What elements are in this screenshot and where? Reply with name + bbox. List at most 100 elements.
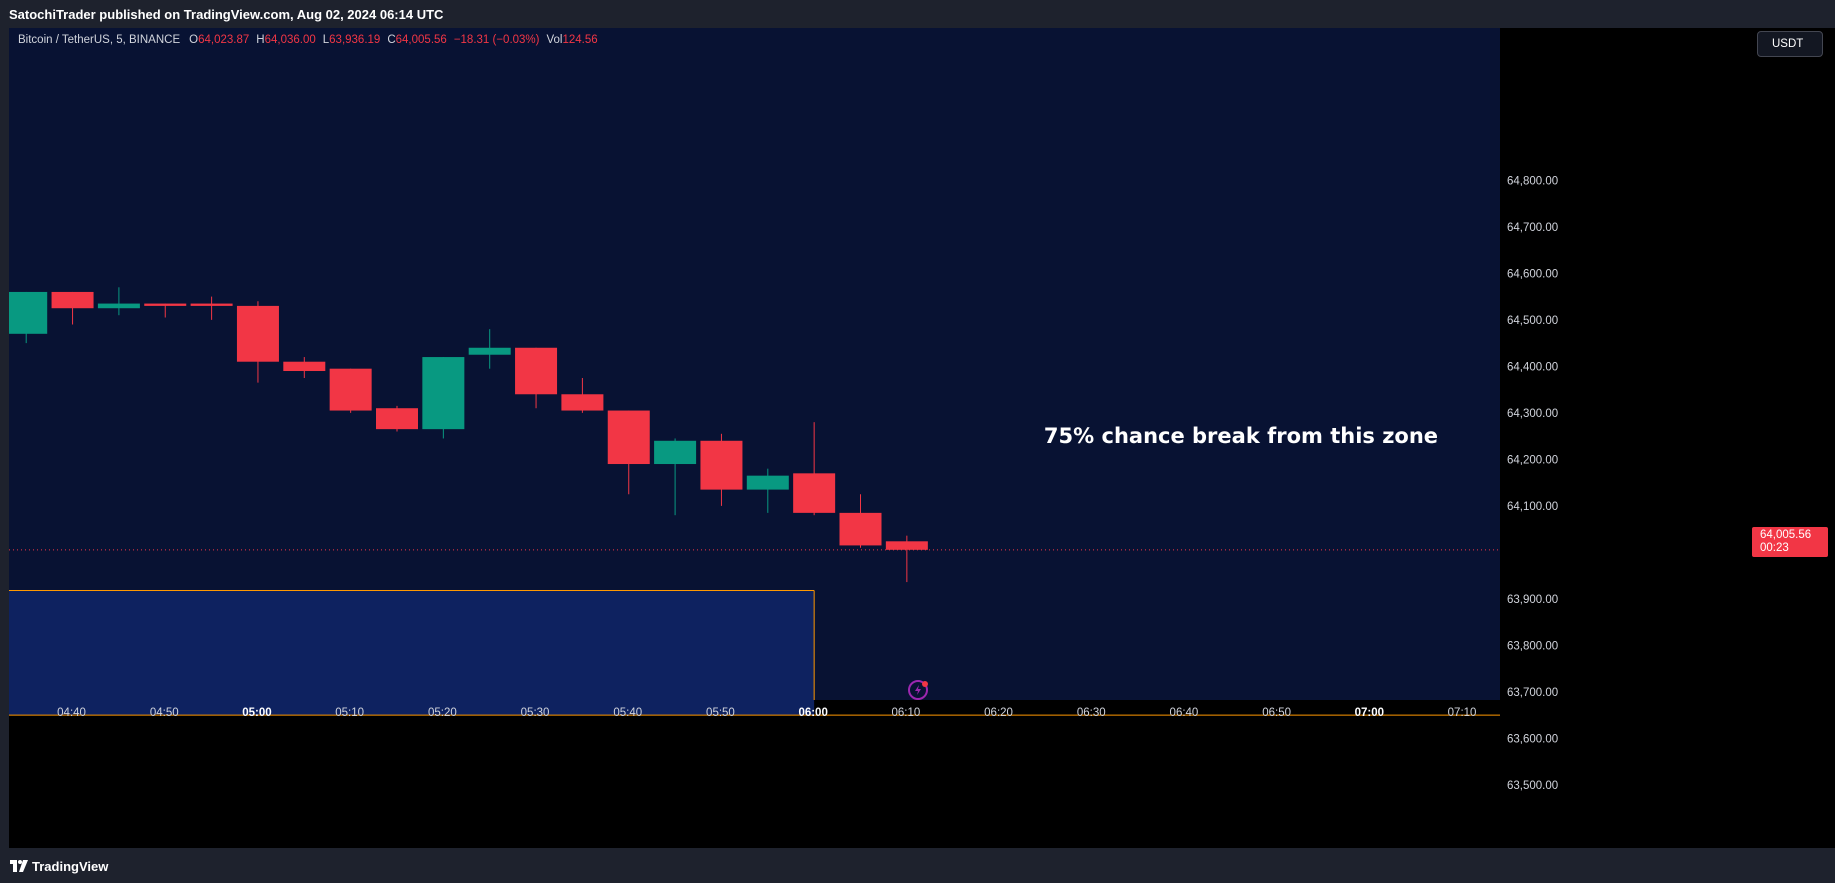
chart-annotation[interactable]: 75% chance break from this zone: [1044, 424, 1438, 448]
candle-body: [422, 357, 465, 430]
x-tick-label: 05:40: [613, 707, 642, 719]
candle: [746, 468, 789, 513]
candle: [607, 410, 650, 495]
candle: [561, 377, 604, 413]
x-tick-label: 06:30: [1077, 707, 1106, 719]
candle-body: [700, 440, 743, 490]
candle-body: [283, 361, 326, 372]
last-price-label: 64,005.56 00:23: [1752, 527, 1828, 557]
candle-body: [515, 347, 558, 395]
x-tick-label: 07:10: [1448, 707, 1477, 719]
open-label: O: [189, 34, 199, 46]
flash-icon[interactable]: [908, 680, 928, 700]
x-tick-label: 06:50: [1262, 707, 1291, 719]
currency-button[interactable]: USDT: [1757, 31, 1823, 57]
price-axis-labels: 64,800.00 64,700.00 64,600.00 64,500.00 64,4…: [1507, 175, 1558, 792]
candle-body: [839, 512, 882, 546]
candle: [654, 438, 697, 516]
y-tick-label: 64,700.00: [1507, 222, 1558, 234]
volume-value: 124.56: [562, 34, 598, 46]
x-tick-label: 06:40: [1170, 707, 1199, 719]
y-tick-label: 64,800.00: [1507, 175, 1558, 187]
y-tick-label: 63,500.00: [1507, 780, 1558, 792]
price-scale-background: [1500, 28, 1835, 848]
chart-pane[interactable]: 64,800.00 64,700.00 64,600.00 64,500.00 64,4…: [9, 28, 1835, 848]
candle-body: [468, 347, 511, 355]
volume-label: Vol: [546, 34, 563, 46]
candle-body: [885, 541, 928, 550]
time-axis-labels: 04:40 04:50 05:00 05:10 05:20 05:30 05:40 05:50…: [57, 707, 1476, 719]
x-tick-label: 04:50: [150, 707, 179, 719]
candle: [515, 347, 558, 409]
candle: [376, 405, 418, 432]
candle: [9, 291, 48, 344]
publisher-line: SatochiTrader published on TradingView.c…: [9, 7, 444, 22]
candle: [422, 357, 465, 439]
high-value: 64,036.00: [264, 34, 316, 46]
candle: [468, 329, 511, 369]
y-tick-label: 64,200.00: [1507, 454, 1558, 466]
candle: [329, 368, 372, 413]
candle-body: [329, 368, 372, 411]
candle: [190, 296, 233, 320]
low-value: 63,936.19: [329, 34, 381, 46]
x-tick-label: 05:10: [335, 707, 364, 719]
candle: [885, 535, 928, 583]
x-tick-label: 05:30: [521, 707, 550, 719]
candlestick-chart[interactable]: 64,800.00 64,700.00 64,600.00 64,500.00 64,4…: [9, 28, 1835, 848]
x-tick-label: 05:20: [428, 707, 457, 719]
y-tick-label: 63,700.00: [1507, 687, 1558, 699]
candle: [97, 287, 140, 316]
support-zone[interactable]: [9, 590, 1500, 716]
zone-fill: [9, 590, 815, 716]
footer-brand[interactable]: TradingView: [32, 859, 109, 874]
y-tick-label: 64,400.00: [1507, 361, 1558, 373]
candle-body: [9, 291, 48, 334]
candles: [9, 287, 928, 583]
candle: [700, 433, 743, 506]
y-tick-label: 64,100.00: [1507, 501, 1558, 513]
candle: [236, 301, 279, 383]
candle: [839, 494, 882, 548]
x-tick-label: 04:40: [57, 707, 86, 719]
x-tick-label: 06:20: [984, 707, 1013, 719]
y-tick-label: 63,900.00: [1507, 594, 1558, 606]
candle-body: [376, 408, 418, 430]
bar-countdown: 00:23: [1760, 542, 1789, 554]
candle: [51, 291, 94, 325]
x-tick-label: 06:10: [891, 707, 920, 719]
x-tick-label: 05:00: [242, 707, 271, 719]
y-tick-label: 64,600.00: [1507, 268, 1558, 280]
low-label: L: [322, 34, 330, 46]
y-tick-label: 64,500.00: [1507, 315, 1558, 327]
symbol-legend: Bitcoin / TetherUS, 5, BINANCE O 64,023.…: [18, 34, 605, 46]
close-value: 64,005.56: [395, 34, 447, 46]
publish-info-bar: SatochiTrader published on TradingView.c…: [0, 0, 1835, 28]
open-value: 64,023.87: [198, 34, 250, 46]
y-tick-label: 64,300.00: [1507, 408, 1558, 420]
high-label: H: [256, 34, 265, 46]
candle-body: [654, 440, 697, 465]
y-tick-label: 63,600.00: [1507, 733, 1558, 745]
y-tick-label: 63,800.00: [1507, 640, 1558, 652]
x-tick-label: 07:00: [1355, 707, 1384, 719]
candle: [144, 303, 187, 318]
change-value: −18.31 (−0.03%): [453, 34, 540, 46]
symbol-name[interactable]: Bitcoin / TetherUS, 5, BINANCE: [18, 34, 181, 46]
candle-body: [793, 473, 836, 513]
candle-body: [190, 303, 233, 306]
candle-body: [561, 394, 604, 411]
candle-body: [97, 303, 140, 309]
footer-bar: TradingView: [0, 848, 1835, 883]
candle-body: [746, 475, 789, 490]
candle-body: [51, 291, 94, 309]
x-tick-label: 06:00: [798, 707, 827, 719]
close-label: C: [387, 34, 396, 46]
candle-body: [144, 303, 187, 306]
last-price-value: 64,005.56: [1760, 529, 1812, 541]
candle-body: [607, 410, 650, 465]
candle: [793, 422, 836, 516]
candle: [283, 357, 326, 378]
tradingview-logo-icon: [10, 860, 28, 872]
candle-body: [236, 305, 279, 362]
